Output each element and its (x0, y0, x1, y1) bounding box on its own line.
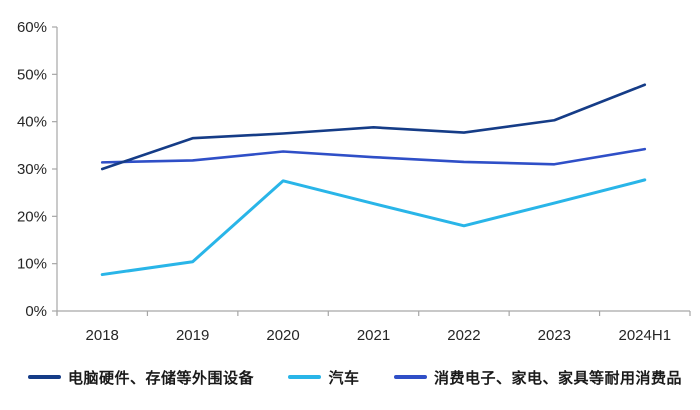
y-axis-tick-label: 50% (17, 66, 47, 83)
legend-swatch-cyan (288, 375, 322, 379)
chart-legend: 电脑硬件、存储等外围设备 汽车 消费电子、家电、家具等耐用消费品 (0, 352, 700, 410)
legend-label: 汽车 (328, 369, 360, 387)
series-line-1 (100, 178, 647, 277)
legend-swatch-navy (28, 375, 61, 379)
x-axis-tick-label: 2019 (176, 327, 209, 344)
legend-item-computer-hardware: 电脑硬件、存储等外围设备 (28, 367, 254, 388)
y-axis-tick-label: 10% (17, 256, 47, 273)
x-axis-tick-label: 2018 (86, 327, 119, 344)
y-axis-tick-label: 30% (17, 161, 47, 178)
legend-swatch-blue (393, 375, 427, 379)
y-axis-tick-label: 20% (17, 208, 47, 225)
line-chart: 0% 10% 20% 30% 40% 50% 60% 2018 2019 2020 2021 2022… (17, 19, 691, 344)
series-line-2 (100, 147, 647, 166)
x-axis-tick-label: 2024H1 (619, 327, 672, 344)
x-axis-tick-label: 2020 (266, 327, 299, 344)
legend-label: 消费电子、家电、家具等耐用消费品 (433, 369, 682, 387)
legend-item-auto: 汽车 (288, 367, 359, 388)
x-axis-tick-label: 2023 (538, 327, 571, 344)
series-line-0 (100, 83, 647, 171)
legend-label: 电脑硬件、存储等外围设备 (68, 369, 255, 387)
x-axis-tick-label: 2021 (357, 327, 390, 344)
legend-item-consumer-electronics: 消费电子、家电、家具等耐用消费品 (393, 367, 682, 388)
y-axis-tick-label: 60% (17, 19, 47, 36)
x-axis-tick-label: 2022 (447, 327, 480, 344)
y-axis-tick-label: 0% (25, 303, 47, 320)
y-axis-tick-label: 40% (17, 114, 47, 131)
